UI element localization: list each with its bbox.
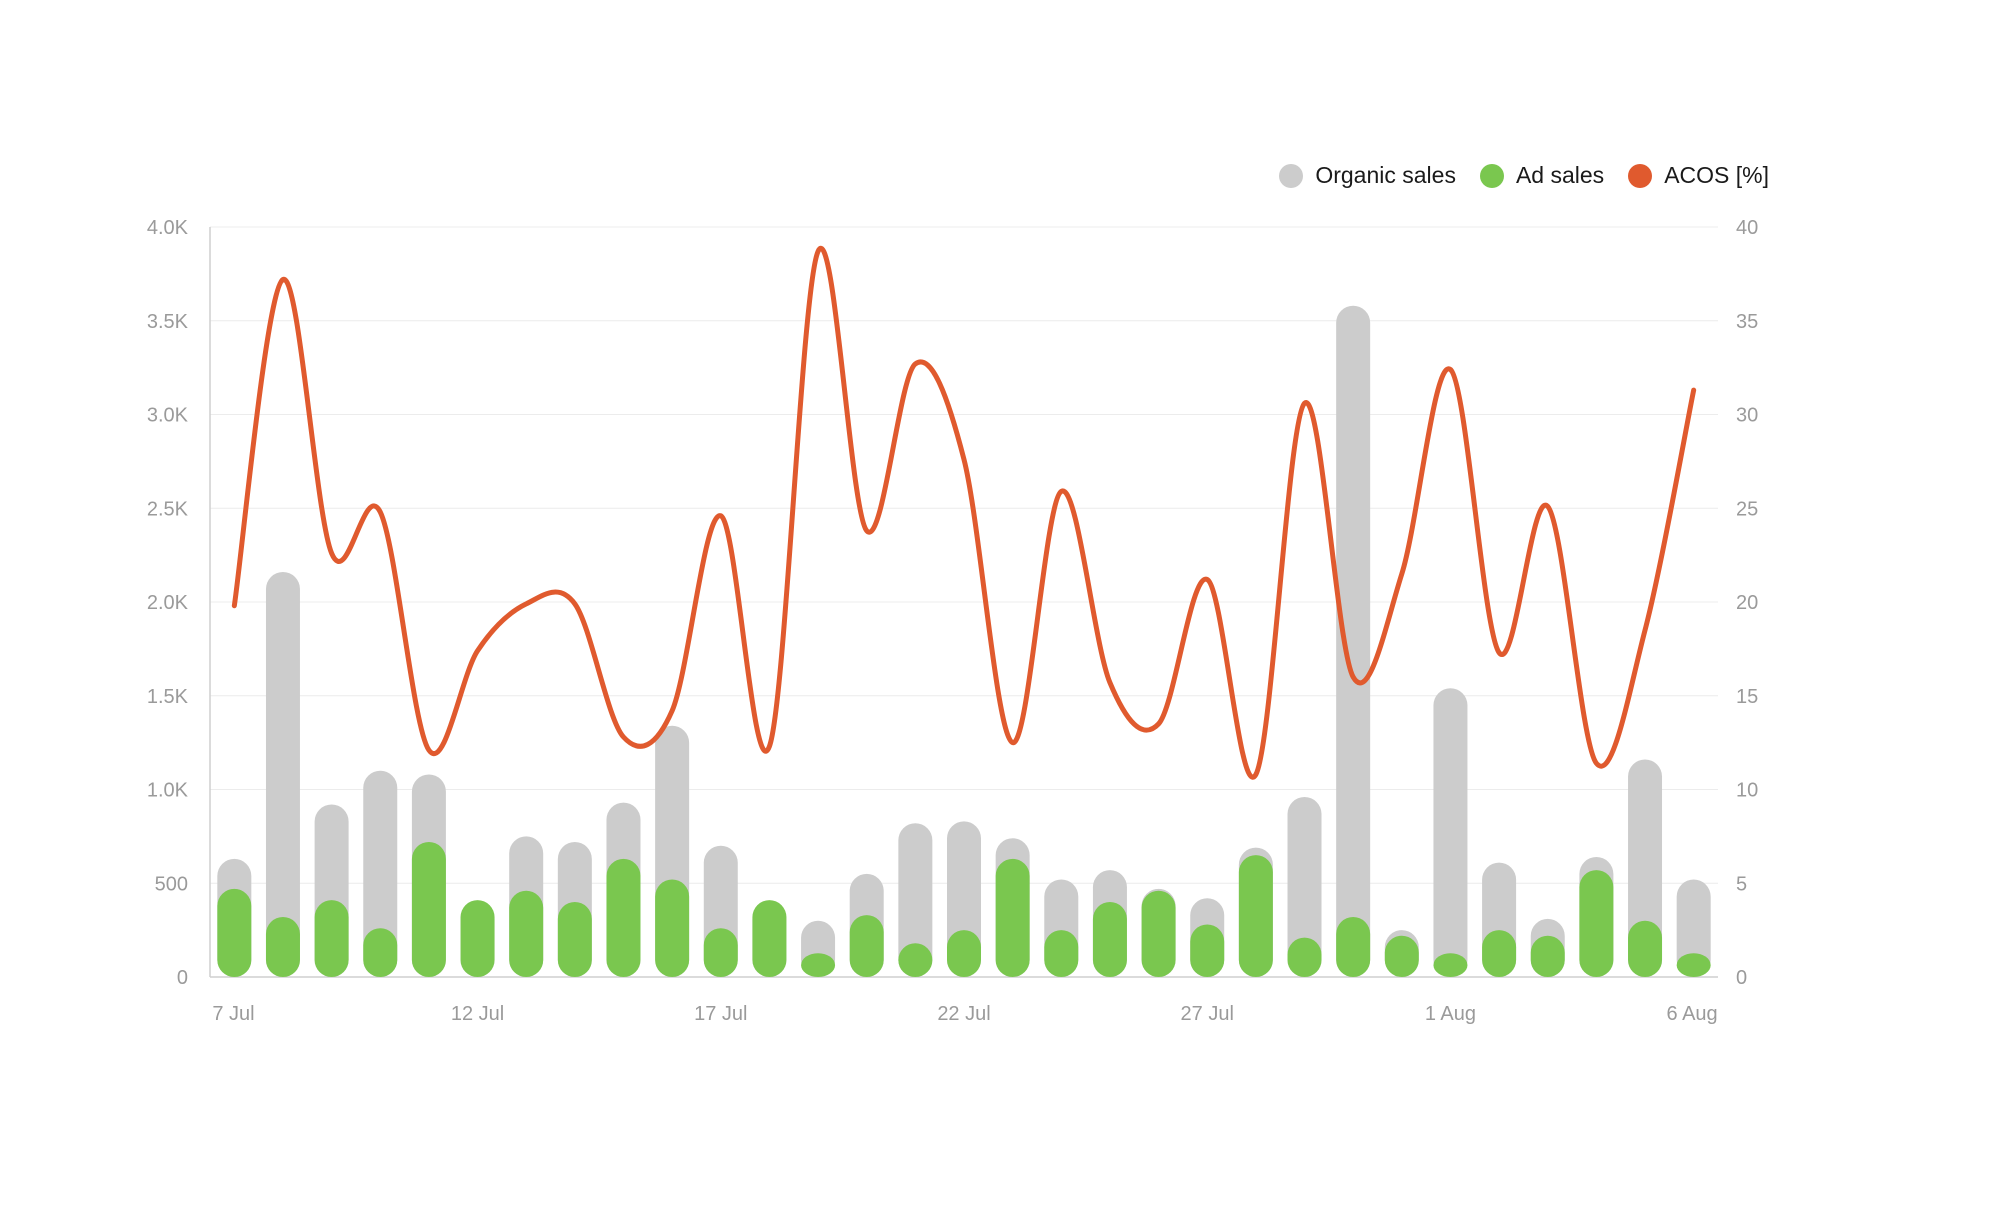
- legend-item-ad-sales[interactable]: Ad sales: [1479, 162, 1605, 189]
- y-left-tick-label: 3.5K: [147, 311, 189, 333]
- organic-sales-bar: [265, 572, 300, 977]
- ad-sales-bar: [460, 900, 495, 977]
- legend-swatch-ad-sales: [1479, 163, 1504, 188]
- organic-sales-bar: [1628, 759, 1663, 977]
- ad-sales-bar: [411, 842, 446, 977]
- ad-sales-bar: [655, 879, 690, 977]
- ad-sales-bar: [1433, 953, 1468, 977]
- x-tick-label: 12 Jul: [451, 1003, 504, 1025]
- y-left-tick-label: 500: [155, 873, 188, 895]
- legend-label-acos: ACOS [%]: [1664, 162, 1769, 188]
- y-right-tick-label: 0: [1736, 967, 1747, 989]
- x-tick-label: 17 Jul: [694, 1003, 747, 1025]
- ad-sales-bar: [703, 928, 738, 977]
- y-left-tick-label: 2.0K: [147, 592, 189, 614]
- y-right-tick-label: 20: [1736, 592, 1758, 614]
- ad-sales-bar: [1384, 935, 1419, 977]
- ad-sales-bar: [1628, 920, 1663, 977]
- x-tick-label: 27 Jul: [1181, 1003, 1234, 1025]
- y-left-tick-label: 1.0K: [147, 780, 189, 802]
- ad-sales-bar: [217, 888, 252, 977]
- acos-line: [231, 245, 1697, 780]
- ad-sales-bar: [265, 917, 300, 977]
- ad-sales-bar: [1141, 890, 1176, 977]
- legend-swatch-organic-sales: [1279, 163, 1304, 188]
- ad-sales-bar: [995, 858, 1030, 977]
- legend-item-acos[interactable]: ACOS [%]: [1628, 162, 1769, 189]
- ad-sales-bar: [898, 943, 933, 977]
- ad-sales-bar: [1044, 930, 1079, 977]
- ad-sales-bar: [363, 928, 398, 977]
- ad-sales-bar: [1238, 855, 1273, 977]
- x-tick-label: 7 Jul: [212, 1003, 254, 1025]
- legend-swatch-acos: [1628, 163, 1653, 188]
- x-tick-label: 6 Aug: [1667, 1003, 1718, 1025]
- y-left-tick-label: 2.5K: [147, 498, 189, 520]
- y-right-tick-label: 5: [1736, 873, 1747, 895]
- y-right-tick-label: 25: [1736, 498, 1758, 520]
- organic-sales-bar: [363, 770, 398, 977]
- x-tick-label: 1 Aug: [1425, 1003, 1476, 1025]
- organic-sales-bar: [1676, 879, 1711, 977]
- ad-sales-bar: [1287, 937, 1322, 977]
- y-right-tick-label: 40: [1736, 217, 1758, 239]
- ad-sales-bar: [606, 858, 641, 977]
- y-left-tick-label: 4.0K: [147, 217, 189, 239]
- ad-sales-bar: [1676, 953, 1711, 977]
- y-right-tick-label: 30: [1736, 405, 1758, 427]
- ad-sales-bar: [1092, 902, 1127, 977]
- y-left-tick-label: 0: [177, 967, 188, 989]
- y-left-tick-label: 1.5K: [147, 686, 189, 708]
- y-right-tick-label: 10: [1736, 780, 1758, 802]
- y-left-tick-label: 3.0K: [147, 405, 189, 427]
- ad-sales-bar: [1579, 870, 1614, 977]
- ad-sales-bar: [849, 915, 884, 977]
- ad-sales-bar: [1482, 930, 1517, 977]
- organic-sales-bar: [1287, 797, 1322, 977]
- ad-sales-bar: [1190, 924, 1225, 977]
- ad-sales-bar: [752, 900, 787, 977]
- legend: Organic sales Ad sales ACOS [%]: [1279, 162, 1769, 189]
- y-right-tick-label: 35: [1736, 311, 1758, 333]
- ad-sales-bar: [314, 900, 349, 977]
- ad-sales-bar: [509, 890, 544, 977]
- organic-sales-bar: [1336, 305, 1371, 977]
- organic-sales-bar: [1433, 688, 1468, 977]
- legend-item-organic-sales[interactable]: Organic sales: [1279, 162, 1456, 189]
- x-tick-label: 22 Jul: [937, 1003, 990, 1025]
- ad-sales-bar: [801, 953, 836, 977]
- ad-sales-bar: [1336, 917, 1371, 977]
- ad-sales-bar: [557, 902, 592, 977]
- legend-label-organic-sales: Organic sales: [1315, 162, 1456, 188]
- legend-label-ad-sales: Ad sales: [1515, 162, 1605, 188]
- y-right-tick-label: 15: [1736, 686, 1758, 708]
- ad-sales-bar: [947, 930, 981, 977]
- organic-sales-bar: [898, 823, 933, 977]
- ad-sales-bar: [1530, 935, 1565, 977]
